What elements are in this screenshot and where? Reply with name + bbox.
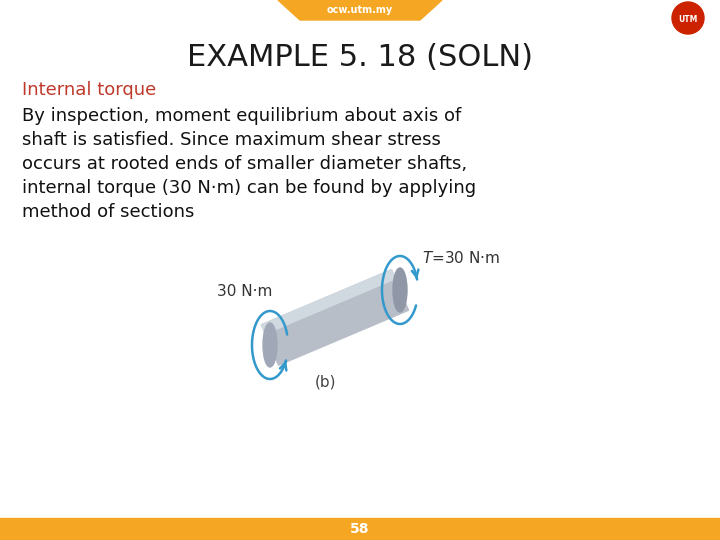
Circle shape xyxy=(672,2,704,34)
Circle shape xyxy=(678,8,698,28)
Polygon shape xyxy=(278,0,442,20)
Text: occurs at rooted ends of smaller diameter shafts,: occurs at rooted ends of smaller diamete… xyxy=(22,155,467,173)
Polygon shape xyxy=(261,270,408,365)
Text: 58: 58 xyxy=(350,522,370,536)
Polygon shape xyxy=(261,270,395,334)
Text: 30 N·m: 30 N·m xyxy=(217,285,273,300)
Text: (b): (b) xyxy=(314,375,336,389)
Ellipse shape xyxy=(263,323,277,367)
Text: Internal torque: Internal torque xyxy=(22,81,156,99)
Text: internal torque (30 N·m) can be found by applying: internal torque (30 N·m) can be found by… xyxy=(22,179,476,197)
Text: By inspection, moment equilibrium about axis of: By inspection, moment equilibrium about … xyxy=(22,107,462,125)
Text: method of sections: method of sections xyxy=(22,203,194,221)
Text: ocw.utm.my: ocw.utm.my xyxy=(327,5,393,15)
Ellipse shape xyxy=(393,268,407,312)
Bar xyxy=(0,518,720,540)
Text: EXAMPLE 5. 18 (SOLN): EXAMPLE 5. 18 (SOLN) xyxy=(187,43,533,71)
Text: $T$=30 N·m: $T$=30 N·m xyxy=(422,250,500,266)
Text: shaft is satisfied. Since maximum shear stress: shaft is satisfied. Since maximum shear … xyxy=(22,131,441,149)
Text: UTM: UTM xyxy=(678,16,698,24)
